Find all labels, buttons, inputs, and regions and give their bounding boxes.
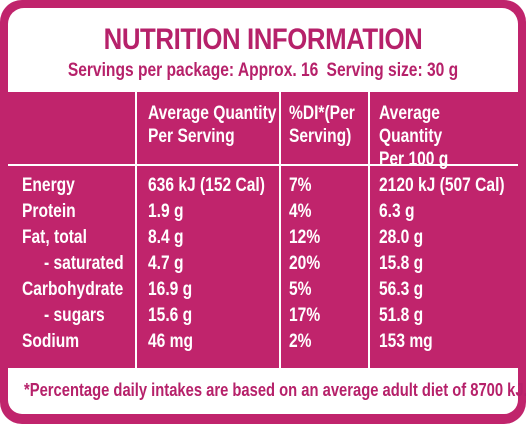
di-value: 20% bbox=[289, 253, 321, 274]
nutrient-name: Sodium bbox=[22, 331, 80, 352]
column-divider bbox=[279, 92, 281, 368]
per-100g-value: 153 mg bbox=[379, 331, 433, 352]
per-serving-value: 1.9 g bbox=[148, 201, 184, 222]
nutrient-name: - sugars bbox=[44, 305, 105, 326]
per-serving-value: 15.6 g bbox=[148, 305, 193, 326]
column-header-per-100g: Average Quantity Per 100 g bbox=[379, 103, 449, 170]
column-divider bbox=[368, 92, 370, 368]
per-100g-value: 51.8 g bbox=[379, 305, 424, 326]
table-title: NUTRITION INFORMATION bbox=[103, 23, 423, 56]
di-value: 7% bbox=[289, 175, 312, 196]
servings-per-package: Servings per package: Approx. 16 bbox=[67, 60, 319, 81]
footnote: *Percentage daily intakes are based on a… bbox=[24, 380, 526, 400]
di-value: 4% bbox=[289, 201, 312, 222]
per-serving-value: 4.7 g bbox=[148, 253, 184, 274]
nutrient-name: Energy bbox=[22, 175, 75, 196]
per-serving-value: 636 kJ (152 Cal) bbox=[148, 175, 265, 196]
di-value: 17% bbox=[289, 305, 321, 326]
per-100g-value: 56.3 g bbox=[379, 279, 424, 300]
per-serving-value: 46 mg bbox=[148, 331, 194, 352]
column-header-per-serving: Average Quantity Per Serving bbox=[148, 103, 277, 147]
per-100g-value: 2120 kJ (507 Cal) bbox=[379, 175, 505, 196]
servings-line: Servings per package: Approx. 16 Serving … bbox=[54, 60, 472, 82]
column-divider bbox=[135, 92, 137, 368]
nutrient-name: Protein bbox=[22, 201, 76, 222]
table-footer: *Percentage daily intakes are based on a… bbox=[8, 368, 526, 414]
per-100g-value: 28.0 g bbox=[379, 227, 424, 248]
per-100g-value: 15.8 g bbox=[379, 253, 424, 274]
nutrient-name: Carbohydrate bbox=[22, 279, 124, 300]
per-100g-value: 6.3 g bbox=[379, 201, 415, 222]
nutrient-name: - saturated bbox=[44, 253, 124, 274]
di-value: 12% bbox=[289, 227, 321, 248]
table-header: NUTRITION INFORMATION Servings per packa… bbox=[8, 8, 518, 92]
column-header-di: %DI*(Per Serving) bbox=[289, 103, 355, 147]
di-value: 2% bbox=[289, 331, 312, 352]
serving-size: Serving size: 30 g bbox=[326, 60, 459, 81]
per-serving-value: 8.4 g bbox=[148, 227, 184, 248]
header-divider bbox=[8, 164, 518, 166]
per-serving-value: 16.9 g bbox=[148, 279, 193, 300]
nutrient-name: Fat, total bbox=[22, 227, 87, 248]
di-value: 5% bbox=[289, 279, 312, 300]
nutrition-table: Average Quantity Per Serving %DI*(Per Se… bbox=[8, 92, 518, 368]
